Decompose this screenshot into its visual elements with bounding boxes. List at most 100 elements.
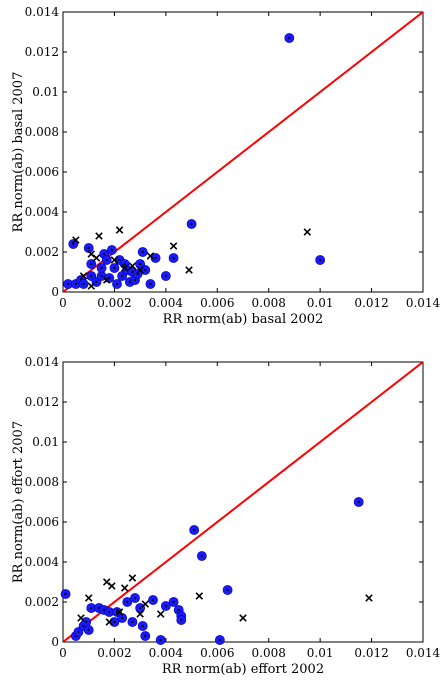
circle-point <box>189 525 200 535</box>
y-tick-label: 0.002 <box>25 245 59 259</box>
x-point <box>239 614 247 622</box>
circle-point <box>196 551 207 561</box>
circle-point <box>176 615 187 625</box>
x-point <box>365 594 373 602</box>
x-tick-label: 0.014 <box>406 296 441 310</box>
x-point <box>95 232 103 240</box>
circle-point <box>186 219 197 229</box>
circle-point <box>160 601 171 611</box>
circle-point <box>106 245 117 255</box>
x-point <box>110 256 119 264</box>
x-axis-label: RR norm(ab) basal 2002 <box>163 312 324 327</box>
circle-point <box>150 253 161 263</box>
x-point <box>72 236 80 244</box>
circle-point <box>214 635 225 645</box>
x-tick-label: 0.01 <box>307 296 334 310</box>
circle-point <box>284 33 295 43</box>
circle-point <box>112 279 122 289</box>
x-tick-label: 0.002 <box>97 296 131 310</box>
circle-point <box>83 243 94 253</box>
circle-point <box>168 597 179 607</box>
circle-point <box>130 593 140 603</box>
x-point <box>84 594 93 602</box>
x-point <box>141 600 150 608</box>
x-point <box>128 262 137 270</box>
x-point <box>105 618 114 626</box>
circle-point <box>145 279 156 289</box>
x-tick-label: 0.008 <box>252 296 286 310</box>
identity-line <box>63 362 423 642</box>
x-tick-label: 0.006 <box>200 646 234 660</box>
y-tick-label: 0 <box>51 635 59 649</box>
y-tick-label: 0.004 <box>25 205 60 219</box>
circle-point <box>117 613 128 623</box>
y-tick-label: 0.002 <box>25 595 59 609</box>
x-point <box>185 266 193 274</box>
x-point <box>108 582 116 590</box>
circle-point <box>148 595 158 605</box>
x-point <box>92 254 101 262</box>
circle-point <box>86 259 97 269</box>
y-tick-label: 0.006 <box>25 165 59 179</box>
circle-point <box>104 607 115 617</box>
x-point <box>146 252 155 260</box>
circle-point <box>353 497 364 507</box>
y-axis-label: RR norm(ab) effort 2007 <box>11 421 26 583</box>
y-tick-label: 0.014 <box>25 5 60 19</box>
x-tick-label: 0.002 <box>97 646 131 660</box>
circle-point <box>96 263 107 273</box>
axes-frame <box>62 361 424 643</box>
circle-point <box>68 239 79 249</box>
circle-point <box>315 255 326 265</box>
x-tick-label: 0 <box>59 296 67 310</box>
x-tick-label: 0.012 <box>354 296 388 310</box>
circle-point <box>137 247 148 257</box>
x-point <box>136 266 144 274</box>
circle-point <box>109 263 120 273</box>
x-axis-label: RR norm(ab) effort 2002 <box>162 662 324 677</box>
x-point <box>120 584 129 592</box>
x-tick-label: 0.004 <box>149 646 184 660</box>
x-tick-label: 0 <box>59 646 67 660</box>
circle-point <box>160 271 171 281</box>
circle-point <box>86 603 97 613</box>
x-tick-label: 0.014 <box>406 646 441 660</box>
circle-point <box>140 265 151 275</box>
x-point <box>102 578 111 586</box>
plot-basal: 0 0.002 0.004 0.006 0.008 0.01 0.012 0.014 0 0.00… <box>11 5 441 327</box>
y-tick-label: 0.01 <box>32 85 59 99</box>
x-tick-label: 0.012 <box>354 646 388 660</box>
circle-point <box>222 585 233 595</box>
circle-point <box>135 603 146 613</box>
circle-point <box>132 269 143 279</box>
x-point <box>115 608 124 616</box>
circle-point <box>96 271 107 281</box>
circle-point <box>168 253 179 263</box>
x-point <box>79 272 88 280</box>
circle-point <box>83 625 94 635</box>
circle-point <box>101 255 112 265</box>
x-point <box>136 610 144 618</box>
circle-point <box>137 621 148 631</box>
y-axis-label: RR norm(ab) basal 2007 <box>11 72 26 233</box>
circle-point <box>127 617 138 627</box>
x-point <box>77 614 85 622</box>
circle-point <box>60 589 71 599</box>
y-tick-label: 0.01 <box>32 435 59 449</box>
x-point <box>169 242 178 250</box>
x-point <box>303 228 312 236</box>
x-point <box>128 574 137 582</box>
y-tick-label: 0 <box>51 285 59 299</box>
axes-frame <box>62 11 424 293</box>
x-point <box>102 276 111 284</box>
x-tick-label: 0.006 <box>200 296 234 310</box>
identity-line <box>63 12 423 292</box>
y-tick-label: 0.012 <box>25 395 59 409</box>
x-point <box>115 226 124 234</box>
x-point <box>156 610 165 618</box>
y-tick-label: 0.008 <box>25 475 59 489</box>
x-point <box>120 264 129 272</box>
circle-point <box>78 279 89 289</box>
circle-point <box>155 635 166 645</box>
